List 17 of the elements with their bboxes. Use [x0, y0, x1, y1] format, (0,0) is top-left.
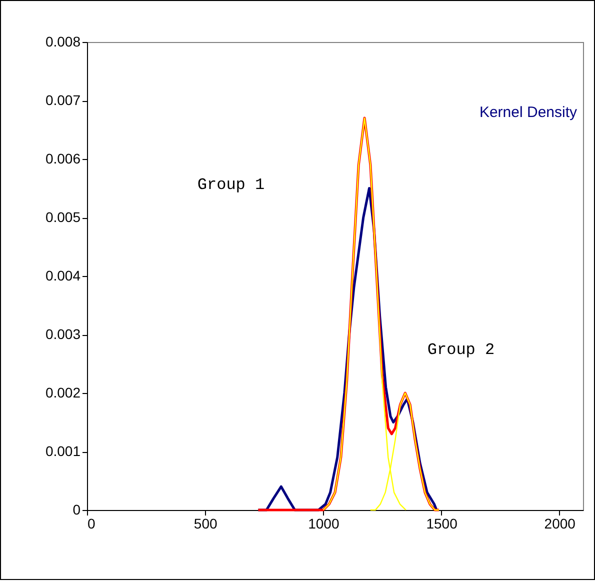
annotation: Group 1	[197, 176, 265, 194]
y-tick-label: 0.008	[45, 34, 81, 50]
y-tick-label: 0.001	[45, 443, 81, 459]
y-tick-label: 0.002	[45, 384, 81, 400]
text: Kernel Density	[479, 104, 578, 121]
annotation: Group 2	[427, 341, 495, 359]
y-tick-label: 0.007	[45, 92, 81, 108]
x-tick-label: 0	[88, 516, 96, 532]
y-tick-label: 0	[72, 502, 81, 518]
x-tick-label: 2000	[544, 516, 576, 532]
x-tick-label: 1000	[308, 516, 340, 532]
y-tick-label: 0.004	[45, 268, 81, 284]
x-tick-label: 500	[194, 516, 218, 532]
x-tick-label: 1500	[426, 516, 458, 532]
y-tick-label: 0.006	[45, 150, 81, 166]
y-tick-label: 0.005	[45, 209, 81, 225]
y-tick-label: 0.003	[45, 326, 81, 342]
